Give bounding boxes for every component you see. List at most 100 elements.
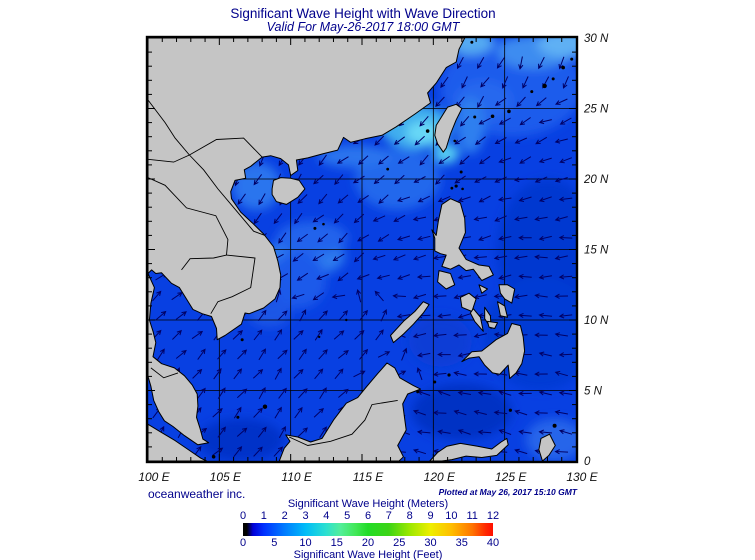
landmass-taiwan — [434, 103, 463, 153]
landmass-sumatra — [148, 423, 207, 461]
islet — [507, 109, 511, 114]
axis-labels: 100 E 105 E 110 E 115 E 120 E 125 E 130 E 0 5 N 1… — [138, 33, 609, 484]
islet — [425, 129, 430, 133]
landmass-palawan — [390, 301, 430, 344]
credit-text: oceanweather inc. — [148, 487, 246, 501]
lon-label: 110 E — [281, 470, 312, 484]
feet-tick-label: 25 — [393, 537, 406, 549]
lon-label: 100 E — [138, 470, 170, 484]
feet-tick-label: 15 — [330, 537, 343, 549]
lon-label: 120 E — [424, 470, 456, 484]
islet — [240, 338, 244, 342]
country-border — [181, 254, 227, 271]
islet — [345, 318, 348, 322]
islet — [416, 390, 420, 394]
landmass-bohol — [487, 320, 498, 329]
meters-tick-label: 11 — [466, 510, 478, 522]
lat-label: 15 N — [584, 245, 609, 257]
islet — [450, 186, 454, 190]
meters-tick-label: 6 — [364, 510, 372, 522]
feet-tick-label: 20 — [361, 537, 375, 549]
feet-tick-label: 5 — [271, 537, 278, 549]
islet — [473, 115, 477, 119]
landmass-sulawesi — [429, 437, 509, 461]
meters-tick-label: 8 — [406, 510, 413, 522]
lon-label: 125 E — [495, 470, 527, 484]
chart-title: Significant Wave Height with Wave Direct… — [230, 6, 496, 21]
landmass-luzon — [431, 198, 494, 281]
colorbar-meters-ticks: 0 1 2 3 4 5 6 7 8 9 10 11 12 — [239, 510, 499, 522]
islet — [551, 77, 555, 81]
lon-label: 115 E — [353, 470, 384, 484]
chart-subtitle: Valid For May-26-2017 18:00 GMT — [266, 20, 460, 34]
landmass-halmahera — [538, 433, 556, 461]
islet — [530, 90, 534, 94]
meters-tick-label: 3 — [302, 510, 309, 522]
landmass-panay — [459, 292, 477, 312]
islet — [461, 187, 464, 191]
feet-tick-label: 10 — [299, 537, 312, 549]
meters-tick-label: 12 — [486, 510, 500, 522]
islet — [313, 226, 317, 230]
country-border — [148, 177, 229, 256]
landmass-borneo — [278, 362, 421, 461]
landmass-asia-mainland — [148, 38, 466, 341]
islet — [453, 139, 457, 143]
lat-label: 20 N — [583, 174, 609, 186]
landmass-mindoro — [437, 270, 456, 290]
country-border — [189, 154, 266, 236]
islet — [542, 83, 547, 89]
islet — [386, 167, 390, 171]
country-border — [148, 99, 190, 156]
meters-tick-label: 4 — [323, 510, 330, 522]
colorbar-meters-label: Significant Wave Height (Meters) — [287, 498, 449, 510]
colorbar-feet-label: Significant Wave Height (Feet) — [293, 549, 443, 560]
landmass-samar — [498, 284, 516, 304]
islet — [236, 415, 240, 419]
landmass-leyte — [497, 301, 508, 318]
meters-tick-label: 10 — [445, 510, 458, 522]
country-border — [289, 399, 398, 446]
islet — [211, 454, 216, 459]
lon-label: 105 E — [210, 470, 242, 484]
lat-label: 10 N — [584, 315, 609, 327]
islet — [508, 408, 512, 412]
islet — [459, 170, 463, 174]
meters-tick-label: 7 — [385, 510, 392, 522]
landmass-hainan — [271, 177, 306, 205]
islet — [447, 373, 451, 377]
country-border — [148, 137, 263, 163]
meters-tick-label: 9 — [427, 510, 434, 522]
landmass-masbate — [478, 284, 488, 294]
meters-tick-label: 5 — [344, 510, 351, 522]
islet — [454, 184, 458, 188]
colorbar-feet-ticks: 0 5 10 15 20 25 30 35 40 — [239, 537, 499, 549]
islet — [570, 57, 574, 61]
feet-tick-label: 0 — [239, 537, 247, 549]
feet-tick-label: 40 — [486, 537, 500, 549]
lat-label: 25 N — [583, 104, 609, 116]
land-layer — [148, 38, 574, 461]
country-border — [150, 367, 179, 379]
meters-tick-label: 0 — [239, 510, 247, 522]
landmass-negros — [469, 308, 484, 332]
plotted-timestamp: Plotted at May 26, 2017 15:10 GMT — [438, 487, 577, 497]
islet — [490, 114, 495, 119]
colorbar-gradient — [243, 523, 493, 536]
lat-label: 5 N — [584, 386, 603, 398]
islet — [262, 404, 268, 409]
lat-label: 0 — [584, 456, 591, 468]
landmass-malay-peninsula — [148, 273, 210, 446]
lon-label: 130 E — [566, 470, 598, 484]
meters-tick-label: 2 — [281, 510, 288, 522]
feet-tick-label: 35 — [455, 537, 468, 549]
islet — [552, 423, 557, 428]
axis-ticks — [148, 38, 576, 461]
map-frame — [145, 35, 579, 464]
feet-tick-label: 30 — [424, 537, 437, 549]
landmass-mindanao — [461, 323, 526, 379]
meters-tick-label: 1 — [260, 510, 267, 522]
